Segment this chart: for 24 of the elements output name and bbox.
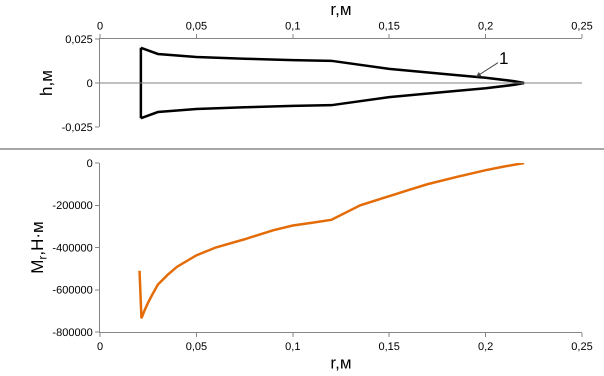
x-tick-label: 0,05 — [186, 20, 208, 33]
x-axis-title: r,м — [330, 0, 352, 19]
y-tick-label: 0 — [86, 158, 93, 170]
x-tick-label: 0,15 — [378, 341, 400, 354]
x-tick-label: 0,2 — [478, 20, 494, 33]
y-tick-label: -200000 — [52, 200, 93, 212]
x-tick-label: 0,1 — [285, 20, 300, 33]
y-tick-label: -0,025 — [62, 122, 93, 134]
x-tick-label: 0 — [96, 341, 104, 354]
y-tick-label: -600000 — [52, 284, 93, 297]
y-tick-label: -400000 — [52, 242, 93, 254]
x-tick-label: 0,1 — [285, 341, 300, 354]
annotation: 1 — [499, 49, 508, 68]
y-axis-title: h,м — [37, 70, 56, 96]
x-tick-label: 0 — [96, 20, 104, 33]
x-tick-label: 0,15 — [378, 20, 400, 33]
x-tick-label: 0,05 — [186, 341, 208, 354]
x-tick-label: 0,2 — [478, 341, 494, 354]
y-tick-label: -800000 — [52, 326, 93, 339]
x-tick-label: 0,25 — [571, 341, 593, 354]
x-axis-title: r,м — [330, 354, 352, 373]
y-tick-label: 0 — [86, 78, 93, 90]
x-tick-label: 0,25 — [571, 20, 593, 33]
y-tick-label: 0,025 — [65, 34, 93, 46]
